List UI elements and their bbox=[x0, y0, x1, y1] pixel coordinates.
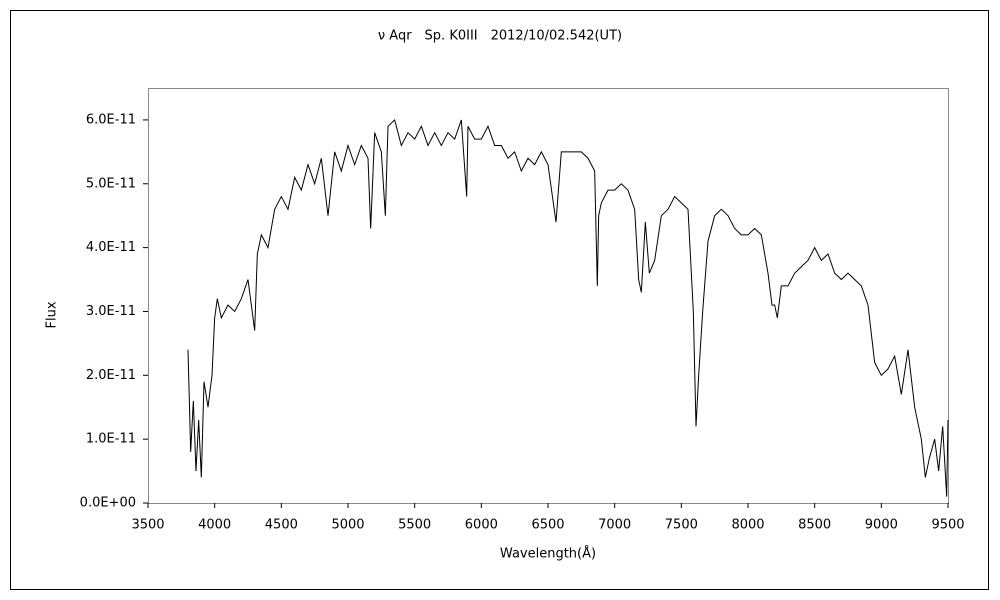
x-tick-label: 8000 bbox=[731, 518, 764, 533]
spectrum-line bbox=[187, 118, 949, 497]
x-tick-label: 6000 bbox=[465, 518, 498, 533]
y-axis-label: Flux bbox=[45, 301, 60, 328]
x-tick-label: 7000 bbox=[598, 518, 631, 533]
x-tick-label: 5000 bbox=[331, 518, 364, 533]
chart-title: ν Aqr Sp. K0III 2012/10/02.542(UT) bbox=[378, 29, 622, 44]
y-tick-label: 4.0E-11 bbox=[86, 240, 136, 255]
y-tick-label: 5.0E-11 bbox=[86, 176, 136, 191]
x-tick-label: 7500 bbox=[665, 518, 698, 533]
y-tick-label: 2.0E-11 bbox=[86, 368, 136, 383]
x-tick-label: 9000 bbox=[865, 518, 898, 533]
x-tick-label: 9500 bbox=[931, 518, 964, 533]
y-tick-label: 1.0E-11 bbox=[86, 432, 136, 447]
x-tick-label: 4000 bbox=[198, 518, 231, 533]
y-tick-label: 3.0E-11 bbox=[86, 304, 136, 319]
y-tick-label: 0.0E+00 bbox=[80, 496, 136, 511]
x-tick-label: 6500 bbox=[531, 518, 564, 533]
plot-area bbox=[148, 88, 949, 504]
y-tick-label: 6.0E-11 bbox=[86, 112, 136, 127]
x-tick-label: 4500 bbox=[265, 518, 298, 533]
x-tick-label: 8500 bbox=[798, 518, 831, 533]
x-tick-label: 5500 bbox=[398, 518, 431, 533]
x-axis-label: Wavelength(Å) bbox=[500, 546, 596, 562]
chart-border bbox=[10, 10, 989, 590]
x-tick-label: 3500 bbox=[131, 518, 164, 533]
